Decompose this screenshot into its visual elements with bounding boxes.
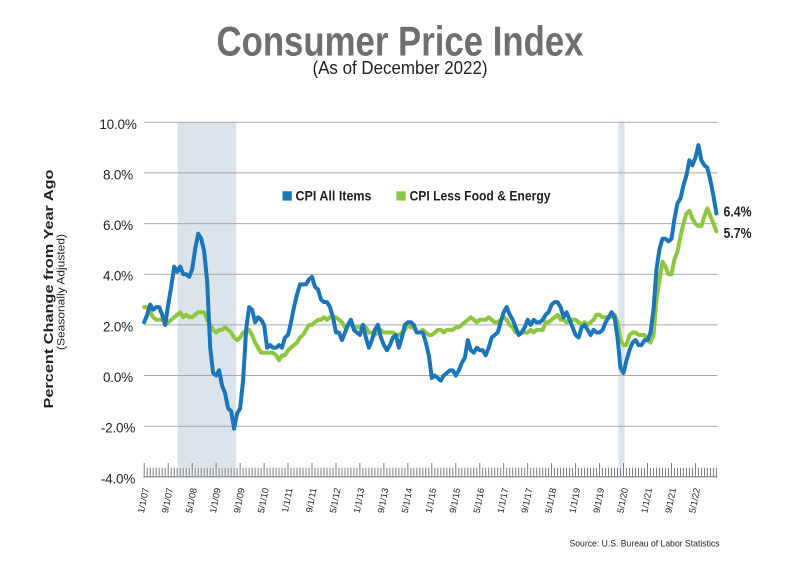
svg-text:5.7%: 5.7% — [724, 225, 752, 242]
svg-text:CPI Less Food & Energy: CPI Less Food & Energy — [410, 188, 551, 204]
svg-text:9/1/07: 9/1/07 — [160, 487, 175, 514]
svg-text:CPI All Items: CPI All Items — [296, 188, 372, 204]
svg-text:1/1/13: 1/1/13 — [352, 487, 367, 514]
svg-text:6.0%: 6.0% — [103, 218, 133, 233]
svg-text:1/1/17: 1/1/17 — [496, 487, 511, 514]
svg-text:5/1/12: 5/1/12 — [328, 487, 343, 514]
svg-text:(Seasonally Adjusted): (Seasonally Adjusted) — [56, 234, 68, 350]
svg-text:-4.0%: -4.0% — [101, 471, 135, 486]
svg-text:1/1/11: 1/1/11 — [280, 487, 295, 513]
svg-text:5/1/22: 5/1/22 — [687, 487, 702, 514]
svg-text:9/1/09: 9/1/09 — [232, 487, 247, 514]
svg-text:1/1/19: 1/1/19 — [567, 487, 582, 514]
svg-text:9/1/19: 9/1/19 — [591, 487, 606, 514]
svg-text:9/1/15: 9/1/15 — [448, 487, 463, 514]
svg-text:5/1/08: 5/1/08 — [184, 487, 199, 514]
svg-text:-2.0%: -2.0% — [101, 421, 135, 436]
svg-text:0.0%: 0.0% — [103, 370, 133, 385]
svg-text:1/1/21: 1/1/21 — [639, 487, 654, 514]
svg-text:Consumer Price Index: Consumer Price Index — [217, 18, 584, 65]
svg-text:Source: U.S. Bureau of Labor S: Source: U.S. Bureau of Labor Statistics — [570, 538, 720, 548]
svg-text:5/1/18: 5/1/18 — [543, 487, 558, 514]
svg-text:5/1/10: 5/1/10 — [256, 487, 271, 514]
svg-text:9/1/21: 9/1/21 — [663, 487, 678, 514]
svg-text:1/1/09: 1/1/09 — [208, 487, 223, 514]
svg-text:1/1/15: 1/1/15 — [424, 487, 439, 514]
svg-text:5/1/16: 5/1/16 — [472, 487, 487, 514]
svg-text:4.0%: 4.0% — [103, 269, 133, 284]
svg-text:9/1/13: 9/1/13 — [376, 487, 391, 514]
svg-text:9/1/11: 9/1/11 — [304, 487, 319, 513]
svg-text:(As of December 2022): (As of December 2022) — [313, 58, 488, 78]
svg-text:9/1/17: 9/1/17 — [520, 487, 535, 514]
svg-text:Percent Change from Year Ago: Percent Change from Year Ago — [41, 169, 56, 408]
svg-text:6.4%: 6.4% — [724, 204, 752, 221]
svg-text:5/1/14: 5/1/14 — [400, 487, 415, 514]
svg-text:1/1/07: 1/1/07 — [136, 487, 151, 514]
svg-text:8.0%: 8.0% — [103, 167, 133, 182]
svg-text:10.0%: 10.0% — [99, 117, 136, 132]
svg-text:5/1/20: 5/1/20 — [615, 487, 630, 514]
svg-text:2.0%: 2.0% — [103, 319, 133, 334]
